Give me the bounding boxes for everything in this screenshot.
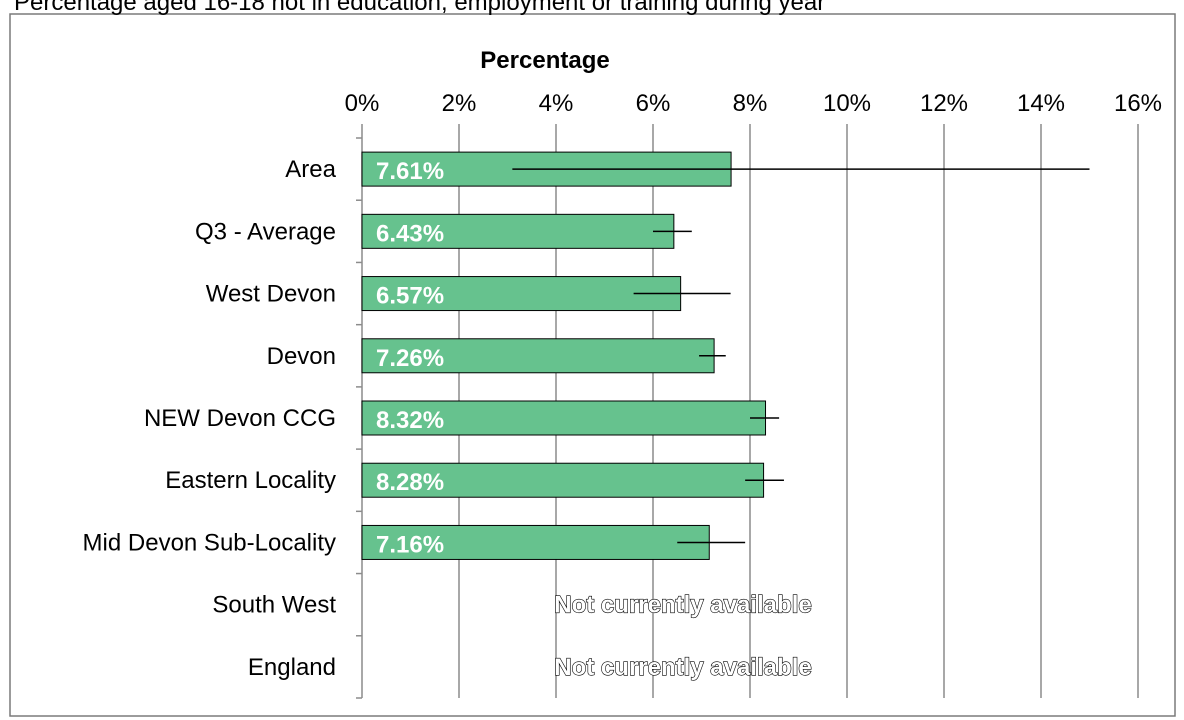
- bars: 7.61% 6.43% 6.57% 7.26% 8.32% 8.28% 7.16% Not c…: [361, 151, 1090, 681]
- x-axis-ticks: 0% 2% 4% 6% 8% 10% 12% 14% 16%: [345, 90, 1162, 117]
- data-label: 7.16%: [376, 531, 444, 558]
- x-tick-label: 14%: [1017, 90, 1065, 117]
- x-tick-label: 6%: [636, 90, 671, 117]
- data-label: 6.57%: [376, 283, 444, 310]
- category-label: West Devon: [206, 281, 336, 308]
- bar: [361, 213, 675, 249]
- bar: [361, 338, 715, 374]
- x-tick-label: 10%: [823, 90, 871, 117]
- category-labels: Area Q3 - Average West Devon Devon NEW Devon…: [83, 156, 337, 681]
- category-label: NEW Devon CCG: [144, 405, 336, 432]
- category-label: Eastern Locality: [165, 467, 336, 494]
- not-available-label: Not currently available: [554, 592, 811, 619]
- x-tick-label: 2%: [442, 90, 477, 117]
- category-label: Area: [285, 156, 336, 183]
- data-label: 7.26%: [376, 345, 444, 372]
- not-available-label: Not currently available: [554, 654, 811, 681]
- category-label: England: [248, 654, 336, 681]
- chart-title: Percentage aged 16-18 not in education, …: [14, 0, 825, 16]
- bar: [361, 400, 767, 436]
- category-label: Devon: [267, 343, 336, 370]
- data-label: 8.28%: [376, 469, 444, 496]
- category-label: Mid Devon Sub-Locality: [83, 529, 336, 556]
- category-label: Q3 - Average: [195, 218, 336, 245]
- data-label: 8.32%: [376, 407, 444, 434]
- bar: [361, 524, 710, 560]
- x-tick-label: 8%: [733, 90, 768, 117]
- x-tick-label: 0%: [345, 90, 380, 117]
- x-tick-label: 4%: [539, 90, 574, 117]
- bar: [361, 276, 682, 312]
- category-label: South West: [212, 592, 336, 619]
- x-tick-label: 16%: [1114, 90, 1162, 117]
- x-axis-title: Percentage: [480, 47, 609, 74]
- data-label: 7.61%: [376, 158, 444, 185]
- data-label: 6.43%: [376, 220, 444, 247]
- chart-border: [9, 13, 1176, 717]
- x-tick-label: 12%: [920, 90, 968, 117]
